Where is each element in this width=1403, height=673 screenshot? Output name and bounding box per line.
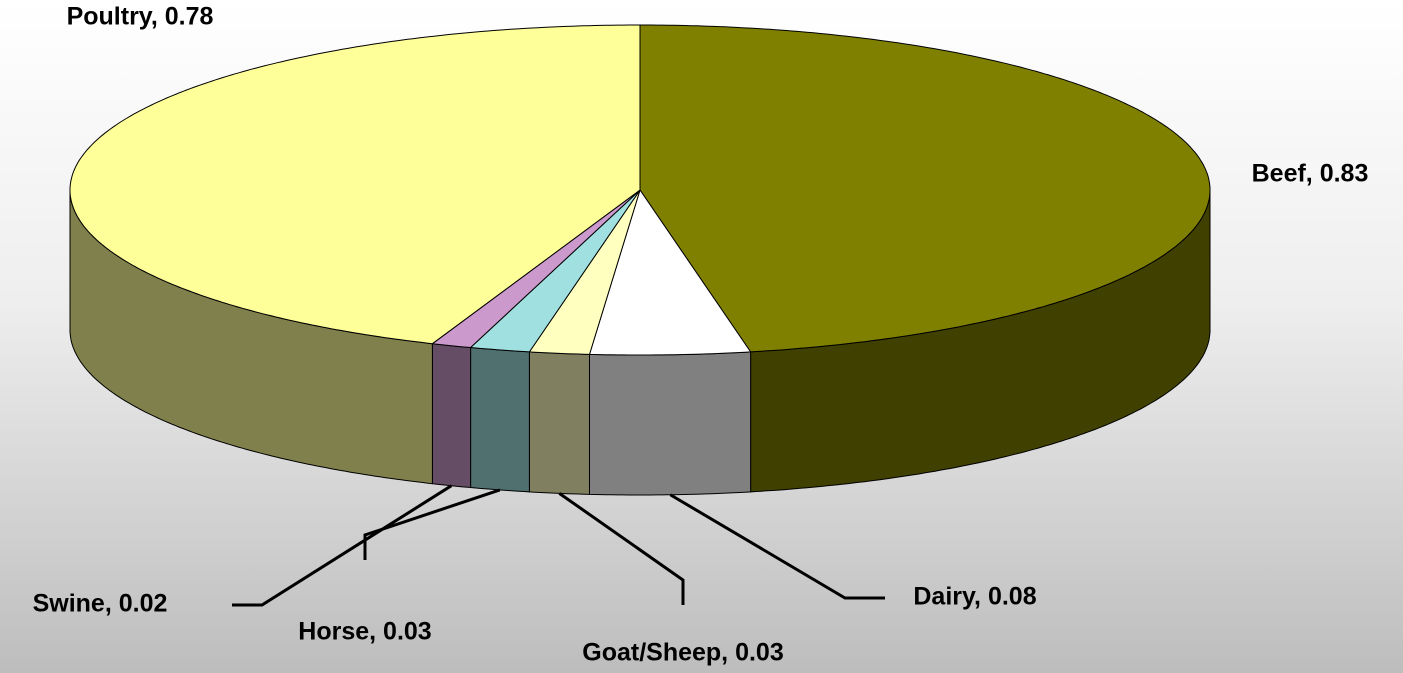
data-label: Horse, 0.03: [298, 618, 431, 646]
slice-side: [529, 352, 589, 495]
slice-side: [590, 352, 751, 495]
data-label: Swine, 0.02: [33, 590, 168, 618]
data-label: Beef, 0.83: [1252, 160, 1369, 188]
slice-side: [471, 348, 530, 492]
chart: Beef, 0.83 Dairy, 0.08 Goat/Sheep, 0.03 Hor…: [0, 0, 1403, 673]
data-label: Poultry, 0.78: [67, 3, 214, 31]
data-label: Goat/Sheep, 0.03: [582, 639, 783, 667]
data-label: Dairy, 0.08: [913, 583, 1036, 611]
slice-side: [432, 344, 470, 488]
